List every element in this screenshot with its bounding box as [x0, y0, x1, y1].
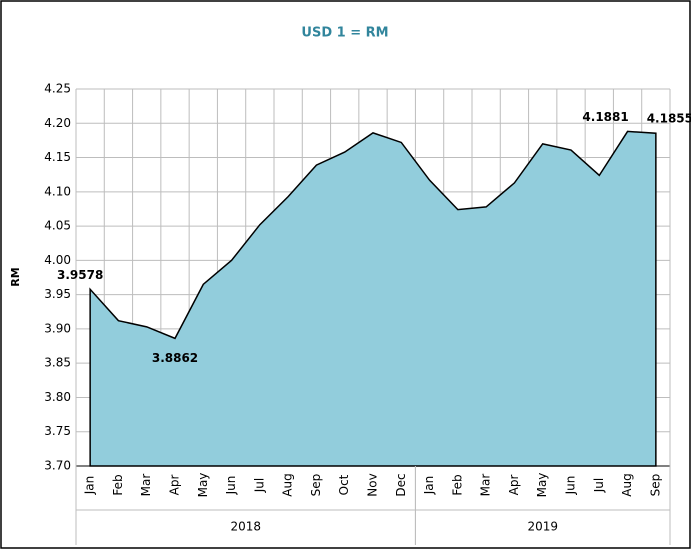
x-tick-label: May — [535, 473, 549, 498]
x-tick-label: Jun — [224, 476, 238, 496]
x-tick-label: Apr — [168, 475, 182, 496]
x-tick-label: Dec — [394, 473, 408, 496]
y-tick-label: 3.95 — [44, 287, 71, 301]
data-label: 4.1881 — [582, 110, 628, 124]
y-tick-label: 3.70 — [44, 459, 71, 473]
x-tick-label: Nov — [366, 473, 380, 496]
x-tick-label: Jul — [252, 478, 266, 493]
x-tick-label: Feb — [450, 474, 464, 495]
x-tick-label: Oct — [337, 474, 351, 495]
y-axis-label: RM — [9, 267, 22, 286]
area — [89, 130, 657, 467]
y-tick-label: 4.05 — [44, 219, 71, 233]
x-tick-label: Jan — [422, 476, 436, 496]
data-label: 3.9578 — [57, 268, 103, 282]
y-tick-label: 4.10 — [44, 184, 71, 198]
y-tick-label: 3.75 — [44, 424, 71, 438]
y-tick-label: 4.00 — [44, 253, 71, 267]
x-tick-label: Jun — [564, 476, 578, 496]
y-tick-label: 4.15 — [44, 150, 71, 164]
x-tick-label: Aug — [281, 473, 295, 496]
x-tick-label: Aug — [620, 473, 634, 496]
x-tick-label: Feb — [111, 474, 125, 495]
data-label: 4.1855 — [647, 112, 691, 126]
y-tick-label: 3.80 — [44, 390, 71, 404]
x-tick-label: Jan — [83, 476, 97, 496]
group-label: 2018 — [230, 520, 261, 534]
y-tick-label: 3.90 — [44, 321, 71, 335]
x-tick-label: Mar — [479, 474, 493, 497]
x-tick-label: Sep — [309, 474, 323, 497]
x-tick-label: Sep — [648, 474, 662, 497]
y-tick-label: 4.20 — [44, 116, 71, 130]
chart-title: USD 1 = RM — [301, 26, 388, 41]
x-tick-label: May — [196, 473, 210, 498]
y-tick-label: 4.25 — [44, 82, 71, 96]
group-label: 2019 — [527, 520, 558, 534]
x-tick-label: Jul — [592, 478, 606, 493]
x-tick-label: Apr — [507, 475, 521, 496]
y-tick-label: 3.85 — [44, 356, 71, 370]
data-label: 3.8862 — [152, 351, 198, 365]
x-tick-label: Mar — [139, 474, 153, 497]
